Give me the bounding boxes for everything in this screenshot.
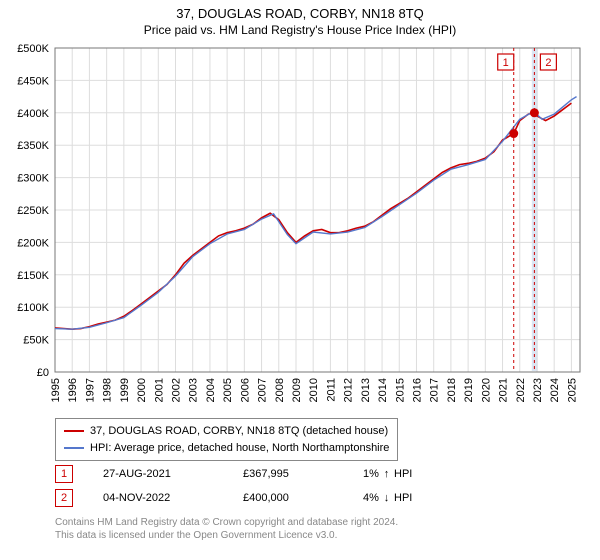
- svg-text:2022: 2022: [515, 378, 527, 402]
- svg-text:2018: 2018: [446, 378, 458, 402]
- price-chart: £0 £50K £100K £150K £200K £250K £300K £350K £400…: [0, 0, 600, 420]
- sale-hpi-delta: 4% ↓ HPI: [363, 492, 412, 504]
- sale-row: 1 27-AUG-2021 £367,995 1% ↑ HPI: [55, 462, 412, 486]
- footer-attribution: Contains HM Land Registry data © Crown c…: [55, 516, 398, 542]
- sale-row: 2 04-NOV-2022 £400,000 4% ↓ HPI: [55, 486, 412, 510]
- svg-text:2006: 2006: [239, 378, 251, 402]
- svg-text:2025: 2025: [566, 378, 578, 402]
- svg-text:2004: 2004: [205, 378, 217, 402]
- svg-text:2011: 2011: [325, 378, 337, 402]
- svg-text:£450K: £450K: [17, 75, 49, 87]
- sale-hpi-delta: 1% ↑ HPI: [363, 468, 412, 480]
- sale-marker-box: 1: [55, 465, 73, 483]
- sale-price: £367,995: [243, 468, 333, 480]
- sale-price: £400,000: [243, 492, 333, 504]
- svg-text:2: 2: [545, 57, 551, 69]
- svg-text:£150K: £150K: [17, 270, 49, 282]
- svg-text:1: 1: [503, 57, 509, 69]
- sale-date: 27-AUG-2021: [103, 468, 213, 480]
- legend-label: 37, DOUGLAS ROAD, CORBY, NN18 8TQ (detac…: [90, 423, 388, 440]
- svg-text:1996: 1996: [67, 378, 79, 402]
- svg-text:2020: 2020: [480, 378, 492, 402]
- sales-table: 1 27-AUG-2021 £367,995 1% ↑ HPI 2 04-NOV-2022…: [55, 462, 412, 510]
- svg-text:2012: 2012: [343, 378, 355, 402]
- svg-text:£200K: £200K: [17, 237, 49, 249]
- svg-text:2016: 2016: [411, 378, 423, 402]
- svg-text:2013: 2013: [360, 378, 372, 402]
- sale-dot-2: [530, 108, 539, 117]
- svg-text:£400K: £400K: [17, 108, 49, 120]
- sale-marker-box: 2: [55, 489, 73, 507]
- svg-text:£350K: £350K: [17, 140, 49, 152]
- svg-text:£500K: £500K: [17, 43, 49, 55]
- svg-text:2008: 2008: [274, 378, 286, 402]
- svg-text:2001: 2001: [153, 378, 165, 402]
- svg-text:2007: 2007: [257, 378, 269, 402]
- legend-row: 37, DOUGLAS ROAD, CORBY, NN18 8TQ (detac…: [64, 423, 389, 440]
- legend-label: HPI: Average price, detached house, Nort…: [90, 440, 389, 457]
- svg-text:2003: 2003: [188, 378, 200, 402]
- svg-text:2002: 2002: [170, 378, 182, 402]
- svg-text:2010: 2010: [308, 378, 320, 402]
- svg-text:1997: 1997: [84, 378, 96, 402]
- svg-text:1998: 1998: [102, 378, 114, 402]
- svg-text:2019: 2019: [463, 378, 475, 402]
- svg-text:£250K: £250K: [17, 205, 49, 217]
- legend-swatch: [64, 447, 84, 449]
- sale-dot-1: [509, 129, 518, 138]
- svg-text:2000: 2000: [136, 378, 148, 402]
- svg-text:£0: £0: [37, 367, 49, 379]
- svg-text:1995: 1995: [50, 378, 62, 402]
- svg-text:2015: 2015: [394, 378, 406, 402]
- legend: 37, DOUGLAS ROAD, CORBY, NN18 8TQ (detac…: [55, 418, 398, 461]
- footer-line-2: This data is licensed under the Open Gov…: [55, 529, 398, 542]
- svg-text:2024: 2024: [549, 378, 561, 402]
- svg-text:£300K: £300K: [17, 173, 49, 185]
- svg-text:1999: 1999: [119, 378, 131, 402]
- svg-text:£50K: £50K: [23, 335, 49, 347]
- svg-text:2023: 2023: [532, 378, 544, 402]
- sale-date: 04-NOV-2022: [103, 492, 213, 504]
- svg-text:£100K: £100K: [17, 302, 49, 314]
- svg-text:2021: 2021: [498, 378, 510, 402]
- svg-text:2005: 2005: [222, 378, 234, 402]
- footer-line-1: Contains HM Land Registry data © Crown c…: [55, 516, 398, 529]
- svg-text:2014: 2014: [377, 378, 389, 402]
- svg-text:2009: 2009: [291, 378, 303, 402]
- legend-row: HPI: Average price, detached house, Nort…: [64, 440, 389, 457]
- svg-text:2017: 2017: [429, 378, 441, 402]
- legend-swatch: [64, 430, 84, 432]
